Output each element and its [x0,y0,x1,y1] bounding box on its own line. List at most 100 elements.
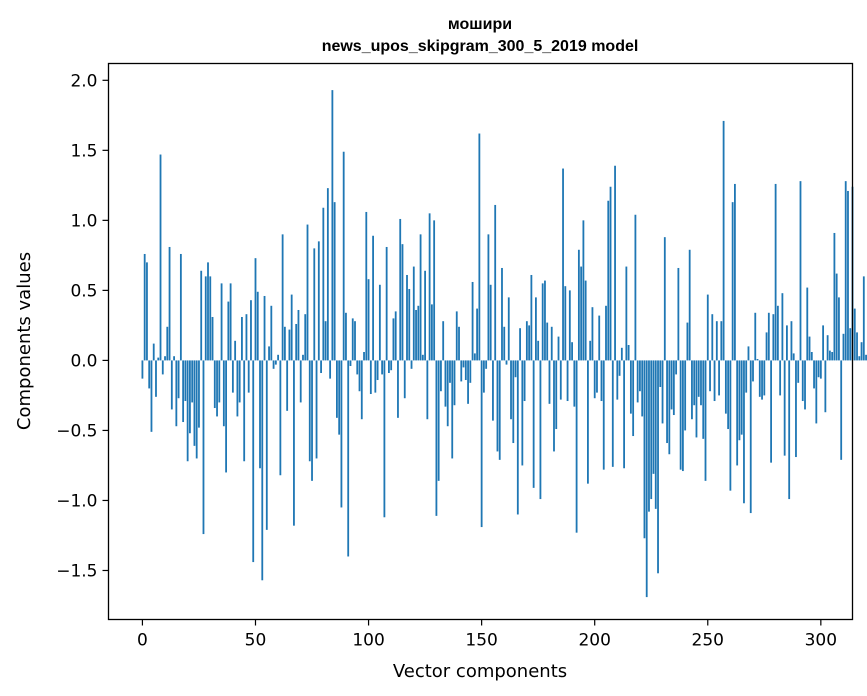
bar [720,321,723,361]
bar [419,234,422,361]
bar [252,360,255,563]
bar-series [141,90,867,598]
bar [566,360,569,402]
bar [216,360,218,417]
bar [609,186,612,361]
bar [535,297,537,361]
bar [317,241,320,361]
bar [444,360,447,407]
bar [636,360,639,403]
bar [315,360,318,459]
bar [641,360,644,417]
chart-title: мошири [448,16,512,33]
bar [351,318,354,361]
bar [797,360,800,383]
bar [510,360,512,420]
bar [711,314,714,361]
bar [591,307,594,361]
bar [274,360,277,365]
bar [844,181,847,361]
bar [813,360,815,389]
bar [428,213,431,361]
bar [342,151,345,361]
bar [598,315,601,361]
bar [345,312,347,361]
bar [831,352,834,361]
bar [815,360,818,424]
bar [684,360,687,431]
bar [476,308,479,361]
bar [288,329,291,361]
bar [645,360,648,598]
bar [250,300,252,361]
bar [302,354,304,361]
bar [695,360,698,438]
bar [143,253,146,361]
bar [858,356,861,361]
bar [709,360,711,392]
bar [455,311,458,361]
bar [394,311,397,361]
bar [828,350,831,361]
bar [523,360,526,402]
bar [616,360,619,400]
bar [587,360,589,484]
bar [243,360,246,462]
bar [295,323,298,361]
bar [471,281,474,361]
bar [779,360,782,396]
bar [485,360,488,369]
bar [686,322,689,361]
bar [173,356,175,361]
bar [406,274,408,361]
bar [589,340,592,361]
bar [774,183,777,361]
bar [336,360,338,418]
bar [324,321,327,361]
bar [198,360,200,428]
bar [749,360,752,514]
bar [279,360,282,476]
bar [489,284,492,361]
bar [856,332,858,361]
bar [672,360,675,416]
bar [550,326,553,361]
bar [225,360,227,473]
bar [340,360,343,508]
bar [700,360,702,406]
bar [378,284,381,361]
bar [548,360,551,404]
bar [390,360,393,371]
bar [596,360,598,393]
x-tick-label: 250 [692,631,724,651]
bar [865,354,867,361]
y-axis-label: Components values [14,252,35,430]
bar [546,322,549,361]
bar [783,360,786,456]
bar [189,360,191,434]
bar [272,360,275,369]
bar [580,266,583,361]
bar [715,321,718,361]
y-tick-label: 1.5 [70,141,97,161]
bar [736,360,739,466]
bar [186,360,189,462]
bar [331,90,334,361]
bar [254,258,257,361]
bar [627,345,630,361]
bar [141,360,144,379]
bar [326,188,329,361]
bar [234,340,237,361]
bar [146,262,148,361]
bar [806,287,809,361]
bar [363,352,365,361]
bar [442,321,445,361]
bar [668,360,671,455]
bar [204,276,207,361]
bar [822,325,825,361]
bar [648,360,650,512]
bar [299,360,302,403]
bar [469,360,472,383]
bar [718,360,720,396]
